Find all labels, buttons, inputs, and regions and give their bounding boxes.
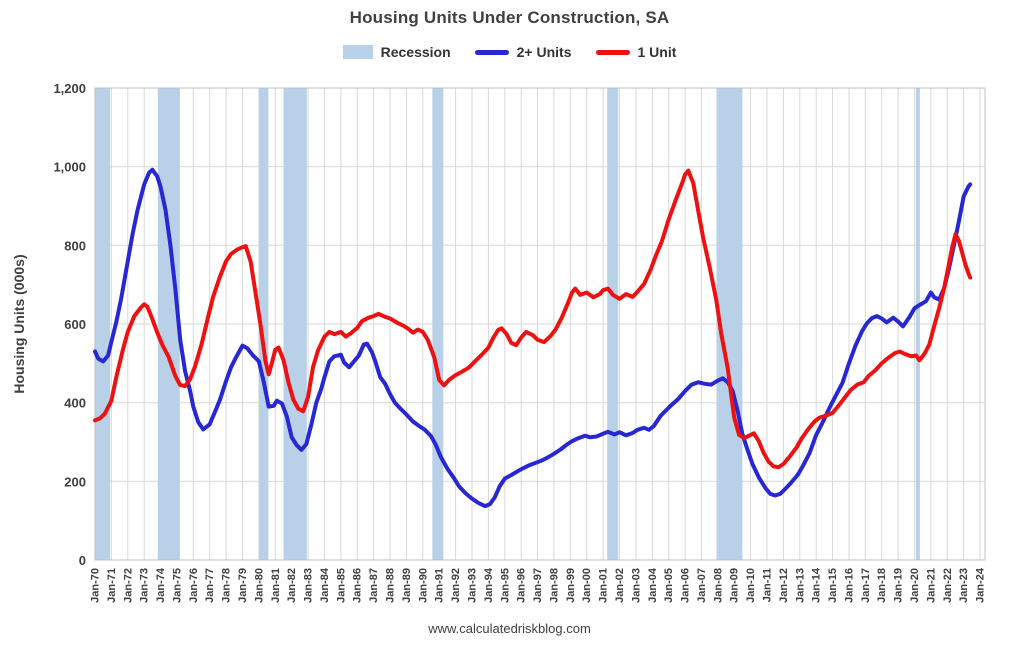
recession-band	[258, 88, 269, 560]
recession-band	[283, 88, 307, 560]
x-tick-label: Jan-73	[139, 568, 151, 603]
series-line-1-unit	[93, 168, 973, 470]
x-tick-label: Jan-20	[909, 568, 921, 603]
x-tick-label: Jan-07	[696, 568, 708, 603]
y-tick-label: 400	[64, 396, 86, 411]
x-tick-label: Jan-70	[90, 568, 102, 603]
x-tick-label: Jan-86	[352, 568, 364, 603]
x-tick-label: Jan-04	[647, 567, 659, 603]
recession-band	[607, 88, 619, 560]
x-tick-label: Jan-85	[335, 568, 347, 603]
x-tick-label: Jan-87	[368, 568, 380, 603]
legend-label-1-unit: 1 Unit	[637, 44, 677, 60]
x-tick-label: Jan-91	[434, 568, 446, 603]
x-tick-label: Jan-71	[106, 568, 118, 603]
x-tick-label: Jan-23	[958, 568, 970, 603]
x-tick-label: Jan-21	[925, 568, 937, 603]
x-tick-label: Jan-18	[876, 568, 888, 603]
x-tick-label: Jan-97	[532, 568, 544, 603]
x-tick-label: Jan-02	[614, 568, 626, 603]
plot-border	[94, 87, 986, 561]
x-tick-label: Jan-95	[499, 568, 511, 603]
units2-swatch-icon	[474, 49, 509, 55]
x-tick-label: Jan-05	[663, 568, 675, 603]
x-tick-label: Jan-08	[712, 568, 724, 603]
page-title: Housing Units Under Construction, SA	[349, 8, 670, 27]
x-tick-label: Jan-10	[745, 568, 757, 603]
recession-band	[95, 88, 111, 560]
x-tick-label: Jan-00	[581, 568, 593, 603]
legend-item-1-unit: 1 Unit	[595, 44, 677, 60]
y-tick-label: 600	[64, 317, 86, 332]
x-tick-label: Jan-15	[827, 568, 839, 603]
x-tick-label: Jan-77	[204, 568, 216, 603]
y-tick-label: 1,000	[53, 160, 86, 175]
legend: Recession 2+ Units 1 Unit	[0, 44, 1019, 60]
y-tick-label: 200	[64, 474, 86, 489]
recession-band	[915, 88, 920, 560]
x-tick-label: Jan-24	[975, 567, 987, 603]
y-tick-label: 0	[79, 553, 86, 568]
x-tick-label: Jan-06	[680, 568, 692, 603]
x-tick-label: Jan-79	[237, 568, 249, 603]
x-tick-label: Jan-83	[303, 568, 315, 603]
series-line-2-units	[93, 167, 973, 509]
x-tick-label: Jan-03	[630, 568, 642, 603]
recession-band	[157, 88, 180, 560]
x-tick-label: Jan-72	[122, 568, 134, 603]
x-tick-label: Jan-89	[401, 568, 413, 603]
x-tick-label: Jan-09	[729, 568, 741, 603]
x-tick-label: Jan-17	[860, 568, 872, 603]
recession-band	[432, 88, 444, 560]
x-tick-label: Jan-76	[188, 568, 200, 603]
legend-label-recession: Recession	[380, 44, 451, 60]
x-tick-label: Jan-14	[811, 567, 823, 603]
x-tick-label: Jan-88	[385, 568, 397, 603]
recession-swatch-icon	[342, 45, 373, 59]
x-tick-label: Jan-93	[467, 568, 479, 603]
x-tick-label: Jan-12	[778, 568, 790, 603]
y-axis-title: Housing Units (000s)	[11, 254, 27, 393]
footer-url: www.calculatedriskblog.com	[428, 621, 591, 636]
x-tick-label: Jan-84	[319, 567, 331, 603]
x-tick-label: Jan-22	[942, 568, 954, 603]
x-tick-label: Jan-92	[450, 568, 462, 603]
x-tick-label: Jan-11	[762, 568, 774, 602]
x-tick-label: Jan-01	[598, 568, 610, 603]
x-tick-label: Jan-98	[548, 568, 560, 603]
unit1-swatch-icon	[595, 49, 630, 55]
x-tick-label: Jan-75	[172, 568, 184, 603]
x-tick-label: Jan-74	[155, 567, 167, 603]
x-tick-label: Jan-16	[844, 568, 856, 603]
x-tick-label: Jan-78	[221, 568, 233, 603]
x-tick-label: Jan-13	[794, 568, 806, 603]
x-tick-label: Jan-90	[417, 568, 429, 603]
legend-item-2plus-units: 2+ Units	[474, 44, 572, 60]
x-tick-label: Jan-19	[893, 568, 905, 603]
x-tick-label: Jan-96	[516, 568, 528, 603]
x-tick-label: Jan-81	[270, 568, 282, 603]
x-tick-label: Jan-99	[565, 568, 577, 603]
x-tick-label: Jan-82	[286, 568, 298, 603]
y-tick-label: 800	[64, 238, 86, 253]
x-tick-label: Jan-80	[253, 568, 265, 603]
legend-label-2plus-units: 2+ Units	[516, 44, 572, 60]
legend-item-recession: Recession	[342, 44, 451, 60]
x-tick-label: Jan-94	[483, 567, 495, 603]
y-tick-label: 1,200	[53, 81, 86, 96]
